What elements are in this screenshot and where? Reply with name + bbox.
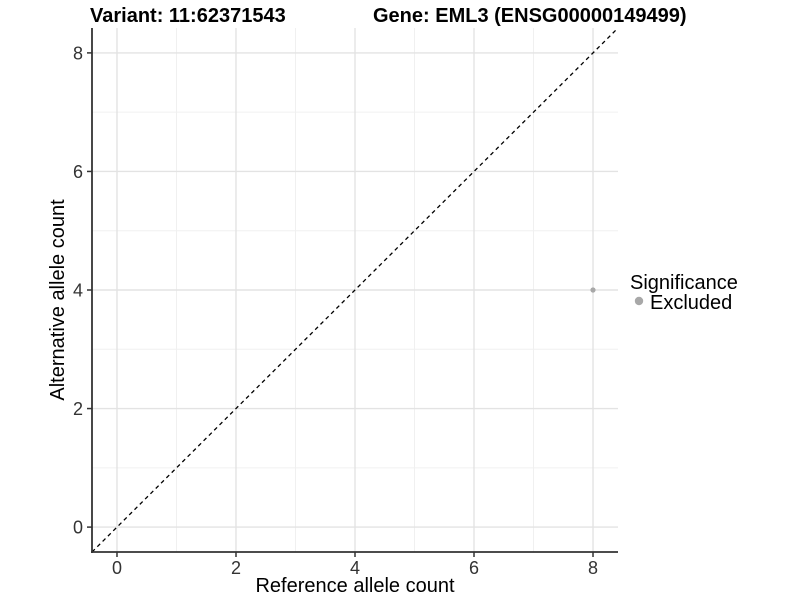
- legend-point-icon: [634, 296, 644, 306]
- legend-title: Significance: [630, 272, 738, 294]
- x-axis-title: Reference allele count: [255, 575, 454, 597]
- y-tick-label: 2: [73, 399, 83, 419]
- data-point-excluded: [590, 287, 596, 293]
- legend-entry-excluded: Excluded: [634, 292, 732, 314]
- y-tick-label: 8: [73, 43, 83, 63]
- y-tick-label: 0: [73, 518, 83, 538]
- axis-tick-labels: 0 2 4 6 8 0 2 4 6 8: [73, 43, 598, 578]
- data-points: [590, 287, 596, 293]
- plot-title-variant: Variant: 11:62371543: [90, 5, 286, 27]
- x-tick-label: 8: [588, 558, 598, 578]
- x-tick-label: 6: [469, 558, 479, 578]
- x-tick-label: 0: [112, 558, 122, 578]
- legend-entry-label: Excluded: [650, 292, 732, 314]
- y-tick-label: 6: [73, 162, 83, 182]
- x-tick-label: 4: [350, 558, 360, 578]
- identity-line: [91, 27, 619, 553]
- x-tick-label: 2: [231, 558, 241, 578]
- identity-reference-line: [91, 27, 619, 553]
- y-tick-label: 4: [73, 281, 83, 301]
- legend: Significance Excluded: [630, 272, 738, 314]
- plot-title-gene: Gene: EML3 (ENSG00000149499): [373, 5, 687, 27]
- axis-ticks: [87, 52, 594, 557]
- y-axis-title: Alternative allele count: [47, 199, 69, 401]
